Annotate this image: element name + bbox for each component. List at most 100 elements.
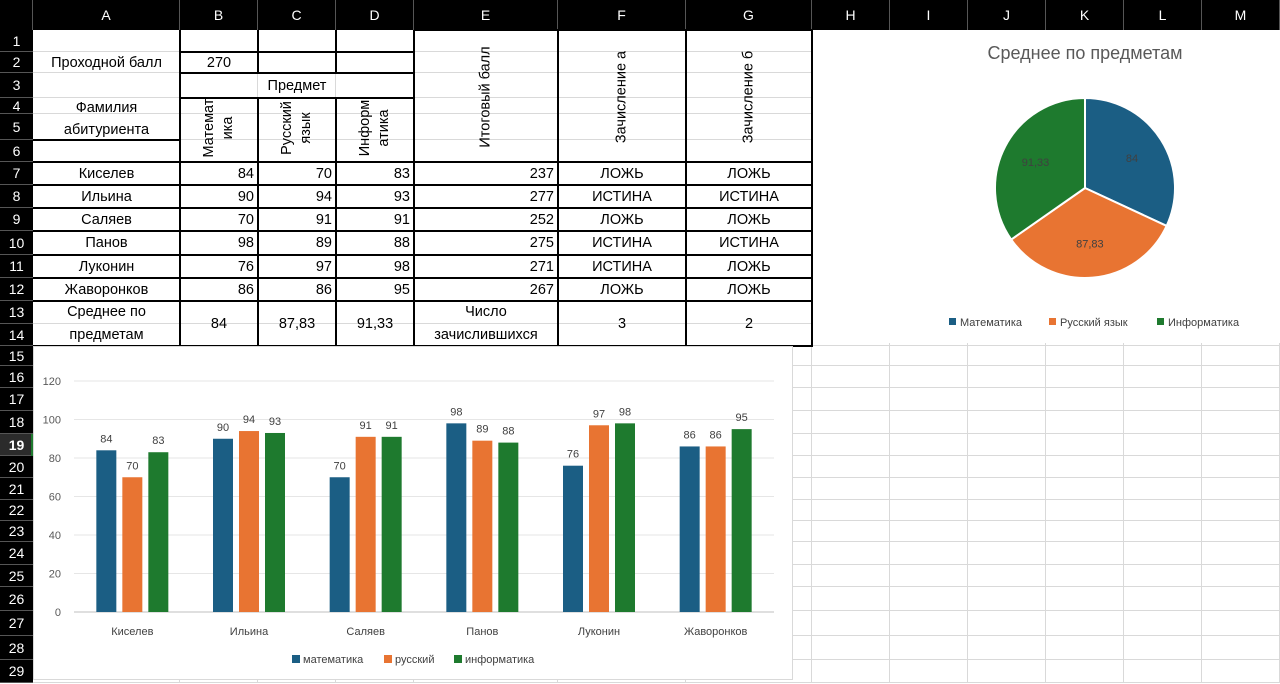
bar[interactable] bbox=[329, 477, 350, 612]
pie-slice[interactable] bbox=[1009, 186, 1168, 279]
average-inf[interactable]: 91,33 bbox=[356, 315, 394, 332]
column-header[interactable]: G bbox=[686, 0, 812, 30]
subject-header[interactable]: Предмет bbox=[267, 77, 327, 94]
column-header[interactable]: B bbox=[180, 0, 258, 30]
inf-score[interactable]: 91 bbox=[393, 211, 410, 228]
inf-score[interactable]: 98 bbox=[393, 258, 410, 275]
column-header[interactable]: C bbox=[258, 0, 336, 30]
row-header[interactable]: 26 bbox=[0, 587, 33, 611]
bar[interactable] bbox=[96, 450, 117, 612]
rus-score[interactable]: 70 bbox=[315, 165, 332, 182]
column-header[interactable]: L bbox=[1124, 0, 1202, 30]
student-name[interactable]: Киселев bbox=[78, 165, 135, 182]
enroll-a-value[interactable]: ИСТИНА bbox=[592, 188, 652, 205]
enroll-a-value[interactable]: ЛОЖЬ bbox=[600, 281, 644, 298]
column-header[interactable]: A bbox=[33, 0, 180, 30]
bar[interactable] bbox=[213, 438, 233, 612]
math-score[interactable]: 98 bbox=[237, 235, 254, 251]
row-header[interactable]: 18 bbox=[0, 411, 33, 434]
row-header[interactable]: 28 bbox=[0, 636, 33, 660]
total-score[interactable]: 237 bbox=[529, 165, 554, 182]
enroll-a-value[interactable]: ИСТИНА bbox=[592, 235, 652, 251]
row-header[interactable]: 21 bbox=[0, 478, 33, 500]
student-name[interactable]: Жаворонков bbox=[64, 281, 149, 298]
average-rus[interactable]: 87,83 bbox=[278, 315, 316, 332]
rus-score[interactable]: 97 bbox=[315, 258, 332, 275]
row-header[interactable]: 4 bbox=[0, 98, 33, 114]
pass-score-value[interactable]: 270 bbox=[206, 54, 232, 71]
column-header[interactable]: E bbox=[414, 0, 558, 30]
row-header[interactable]: 9 bbox=[0, 208, 33, 231]
math-score[interactable]: 90 bbox=[237, 188, 254, 205]
bar[interactable] bbox=[472, 440, 493, 612]
row-header[interactable]: 29 bbox=[0, 660, 33, 683]
rus-score[interactable]: 91 bbox=[315, 211, 332, 228]
enroll-b-value[interactable]: ЛОЖЬ bbox=[727, 211, 771, 228]
average-label[interactable]: Среднее по предметам bbox=[67, 304, 146, 343]
row-header[interactable]: 25 bbox=[0, 565, 33, 587]
row-header[interactable]: 16 bbox=[0, 366, 33, 388]
pie-chart[interactable]: Среднее по предметам 84 87,83 91,33 Математи… bbox=[813, 30, 1280, 343]
enroll-b-value[interactable]: ЛОЖЬ bbox=[727, 281, 771, 298]
row-header[interactable]: 10 bbox=[0, 231, 33, 255]
student-name[interactable]: Панов bbox=[85, 235, 128, 251]
enrolled-count-b[interactable]: 2 bbox=[744, 315, 754, 332]
column-header[interactable]: D bbox=[336, 0, 414, 30]
enroll-a-value[interactable]: ЛОЖЬ bbox=[600, 165, 644, 182]
total-score[interactable]: 275 bbox=[529, 235, 554, 251]
bar[interactable] bbox=[679, 446, 700, 612]
average-math[interactable]: 84 bbox=[210, 315, 228, 332]
row-header[interactable]: 27 bbox=[0, 611, 33, 636]
enrolled-count-a[interactable]: 3 bbox=[617, 315, 627, 332]
bar[interactable] bbox=[563, 465, 583, 612]
total-score[interactable]: 252 bbox=[529, 211, 554, 228]
surname-header[interactable]: Фамилия абитуриента bbox=[63, 99, 150, 138]
row-header[interactable]: 15 bbox=[0, 346, 33, 366]
row-header[interactable]: 13 bbox=[0, 301, 33, 324]
row-header[interactable]: 20 bbox=[0, 456, 33, 478]
row-header[interactable]: 19 bbox=[0, 434, 33, 456]
column-header[interactable]: H bbox=[812, 0, 890, 30]
row-header[interactable]: 3 bbox=[0, 73, 33, 98]
inf-score[interactable]: 93 bbox=[393, 188, 410, 205]
pass-score-label[interactable]: Проходной балл bbox=[51, 54, 162, 71]
bar[interactable] bbox=[148, 452, 169, 612]
inf-score[interactable]: 95 bbox=[393, 281, 410, 298]
pie-slice[interactable] bbox=[994, 96, 1086, 241]
inf-score[interactable]: 83 bbox=[393, 165, 410, 182]
row-header[interactable]: 14 bbox=[0, 324, 33, 346]
bar[interactable] bbox=[498, 442, 519, 612]
bar[interactable] bbox=[446, 423, 467, 612]
student-name[interactable]: Луконин bbox=[78, 258, 135, 275]
column-header[interactable]: K bbox=[1046, 0, 1124, 30]
bar[interactable] bbox=[265, 432, 285, 612]
student-name[interactable]: Ильина bbox=[81, 188, 132, 205]
student-name[interactable]: Саляев bbox=[81, 211, 132, 228]
bar[interactable] bbox=[589, 425, 609, 612]
math-score[interactable]: 70 bbox=[237, 211, 254, 228]
bar[interactable] bbox=[381, 436, 402, 612]
row-header[interactable]: 8 bbox=[0, 185, 33, 208]
total-score[interactable]: 277 bbox=[529, 188, 554, 205]
row-header[interactable]: 22 bbox=[0, 500, 33, 521]
total-score[interactable]: 267 bbox=[529, 281, 554, 298]
row-header[interactable]: 23 bbox=[0, 521, 33, 542]
column-header[interactable]: I bbox=[890, 0, 968, 30]
enrolled-count-label[interactable]: Число зачислившихся bbox=[434, 304, 538, 343]
enroll-a-value[interactable]: ЛОЖЬ bbox=[600, 211, 644, 228]
rus-score[interactable]: 94 bbox=[315, 188, 332, 205]
column-header[interactable]: F bbox=[558, 0, 686, 30]
math-score[interactable]: 76 bbox=[237, 258, 254, 275]
row-header[interactable]: 1 bbox=[0, 30, 33, 52]
rus-score[interactable]: 86 bbox=[315, 281, 332, 298]
bar[interactable] bbox=[705, 446, 726, 612]
enroll-b-value[interactable]: ИСТИНА bbox=[719, 235, 779, 251]
row-header[interactable]: 12 bbox=[0, 278, 33, 301]
math-score[interactable]: 84 bbox=[237, 165, 254, 182]
row-header[interactable]: 24 bbox=[0, 542, 33, 565]
rus-score[interactable]: 89 bbox=[315, 235, 332, 251]
bar[interactable] bbox=[122, 477, 143, 612]
row-header[interactable]: 7 bbox=[0, 162, 33, 185]
bar[interactable] bbox=[615, 423, 635, 612]
